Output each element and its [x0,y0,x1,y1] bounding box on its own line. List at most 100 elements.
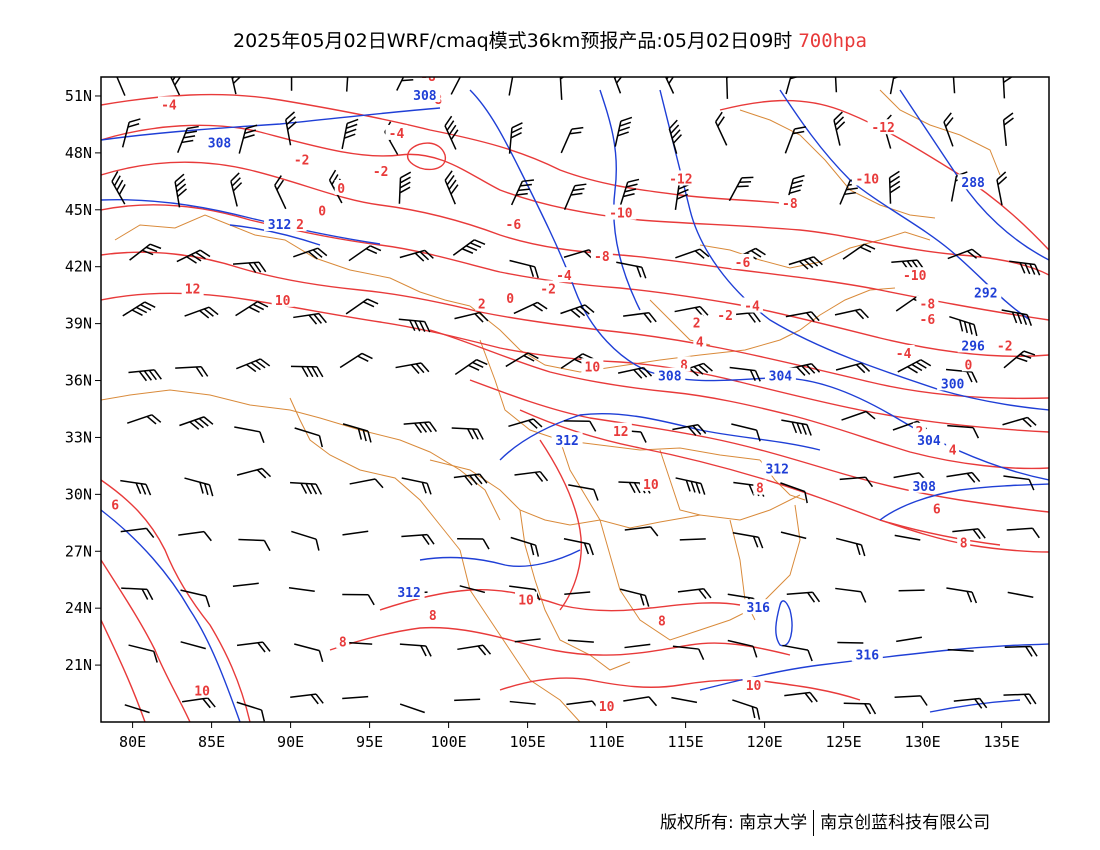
wind-barb [732,532,764,549]
height-label-bg [393,584,425,599]
wind-barb [401,533,435,545]
height-label-bg [851,646,883,662]
wind-barb [236,358,271,373]
lat-tick-label: 45N [65,201,92,219]
lon-tick-label: 135E [984,733,1020,751]
wind-barb [236,467,272,479]
copyright-left: 版权所有: 南京大学 [660,813,808,833]
temperature-label: 0 [337,182,345,197]
wind-barb [949,315,978,337]
wind-barb [732,699,761,720]
wind-barb [1002,77,1014,99]
temperature-label-bg [677,356,691,372]
wind-barb [453,473,488,486]
temperature-label-bg [867,119,899,135]
wind-barb [285,111,297,146]
wind-barb [1002,112,1014,146]
lat-tick-label: 42N [65,258,92,276]
wind-barb [184,306,219,319]
wind-barb [788,256,823,270]
border-line [519,509,631,671]
height-label: 300 [941,377,965,392]
border-line [739,109,936,219]
wind-barb [894,534,921,541]
wind-barb [619,178,640,208]
height-label-bg [913,432,945,448]
wind-barb [672,424,707,436]
temperature-label-bg [778,195,801,211]
lon-tick-label: 95E [356,733,383,751]
height-contour-line [419,549,581,567]
latitude-axis: 51N 48N 45N 42N 39N 36N 33N 30N 27N 24N 21N [65,87,101,674]
temperature-label: -12 [871,121,894,136]
temperature-label: -2 [294,153,310,168]
wind-barb [349,478,384,489]
wind-barb [395,362,430,375]
wind-barb [996,171,1008,206]
wind-barb [1003,350,1036,369]
wind-barb [623,311,657,323]
wind-barb [943,112,954,147]
height-label: 308 [413,89,437,104]
lat-tick-label: 21N [65,656,92,674]
wind-barb [668,119,683,154]
temperature-label: -8 [594,250,610,265]
border-line [289,397,461,551]
isotherm-line [101,161,1049,321]
wind-barb [120,527,155,539]
temperature-label-bg [417,77,440,83]
wind-barb [514,470,549,482]
wind-barb [236,701,266,722]
isotherm-line [101,93,801,206]
copyright-right: 南京创蓝科技有限公司 [820,813,991,833]
temperature-label: -6 [506,218,522,233]
wind-barb [444,115,459,150]
temperature-label: 8 [960,537,968,552]
wind-barb [175,365,209,378]
height-label-bg [937,375,969,391]
wind-barb [236,641,271,653]
wind-barb [176,249,211,264]
border-line [879,89,1001,176]
temperature-label-bg [930,500,944,516]
temperature-label-bg [369,162,392,178]
wind-barb [610,77,625,94]
wind-barb [624,643,651,649]
temperature-label: 10 [518,594,534,609]
isotherm-line [469,379,1049,513]
wind-barb [560,126,584,154]
lat-tick-label: 24N [65,599,92,617]
temperature-label: -6 [920,313,936,328]
temperature-label-bg [271,291,294,307]
temperature-label: -8 [782,197,798,212]
wind-barb [897,359,932,374]
wind-barb [290,693,324,705]
temperature-label-bg [385,124,408,140]
temperature-label-bg [892,344,915,360]
wind-barb [341,118,359,150]
wind-barb [181,697,216,709]
wind-barb [232,582,259,587]
wind-barb [841,410,876,421]
wind-barb [121,118,141,148]
height-label: 296 [961,339,985,354]
page-title: 2025年05月02日WRF/cmaq模式36km预报产品:05月02日09时 … [0,26,1100,53]
temperature-label: 10 [643,478,659,493]
wind-barb [238,124,258,154]
temperature-label-bg [503,289,517,305]
wind-barb [398,318,431,333]
lon-tick-label: 85E [198,733,225,751]
height-contour-line [599,89,641,311]
wind-barb [728,176,754,202]
isotherm-line [406,142,446,171]
height-label: 312 [268,218,291,233]
temperature-label-bg [502,215,525,231]
temperature-label: -4 [161,98,177,113]
wind-barb [785,174,805,205]
temperature-label-bg [605,204,637,220]
wind-barb [509,259,539,279]
wind-barb [293,247,328,260]
temperature-label-bg [961,356,975,372]
wind-barb [184,477,214,497]
wind-barb [946,471,981,483]
